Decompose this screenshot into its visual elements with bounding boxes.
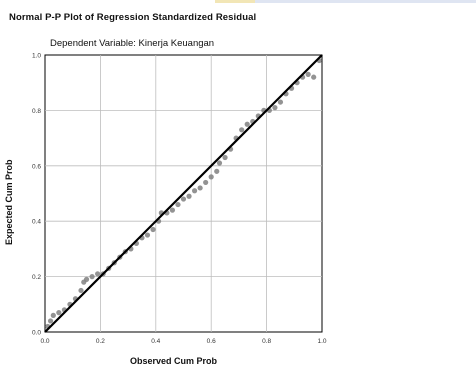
data-point	[150, 226, 156, 233]
data-point	[222, 154, 228, 161]
data-point	[277, 99, 284, 105]
data-point	[239, 127, 245, 133]
data-point	[244, 121, 250, 127]
reference-line	[44, 54, 323, 333]
data-point	[180, 196, 187, 202]
data-point	[197, 185, 203, 191]
data-point	[311, 74, 317, 80]
data-point	[191, 188, 198, 194]
top-edge-decoration	[0, 0, 476, 4]
reference-line-group	[44, 54, 323, 333]
data-point	[95, 271, 101, 277]
x-tick-label: 0.4	[151, 338, 160, 345]
y-tick-label: 0.0	[32, 330, 41, 337]
top-edge-strip-yellow	[215, 0, 255, 3]
data-point	[144, 232, 151, 238]
data-point	[186, 193, 192, 199]
data-point	[50, 312, 56, 318]
data-point	[56, 310, 62, 316]
data-point	[78, 287, 84, 294]
data-point	[305, 71, 311, 77]
y-tick-label: 0.6	[32, 163, 41, 170]
x-tick-label: 1.0	[317, 338, 326, 345]
data-point	[175, 201, 181, 208]
x-tick-label: 0.6	[207, 338, 216, 345]
y-tick-label: 0.8	[32, 108, 41, 115]
x-tick-label: 0.0	[40, 338, 49, 345]
data-point	[83, 276, 90, 282]
data-point	[216, 160, 223, 166]
x-axis-label: Observed Cum Prob	[130, 356, 218, 366]
axis-tick-labels: 0.0 0.2 0.4 0.6 0.8 1.0 0.0 0.2 0.4 0.6 0.8 1.0	[32, 53, 327, 346]
top-edge-strip-blue	[255, 0, 476, 3]
data-point	[272, 105, 278, 111]
data-point	[214, 168, 220, 174]
data-point	[203, 179, 209, 186]
data-point	[208, 174, 214, 180]
data-point	[169, 207, 176, 213]
data-point	[89, 274, 95, 280]
y-tick-label: 1.0	[32, 53, 41, 60]
chart-subtitle: Dependent Variable: Kinerja Keuangan	[50, 38, 215, 49]
y-tick-label: 0.4	[32, 219, 41, 226]
x-tick-label: 0.2	[96, 338, 105, 345]
data-point	[47, 318, 54, 324]
y-tick-label: 0.2	[32, 274, 41, 281]
x-tick-label: 0.8	[262, 338, 271, 345]
chart-title: Normal P-P Plot of Regression Standardiz…	[9, 12, 257, 23]
